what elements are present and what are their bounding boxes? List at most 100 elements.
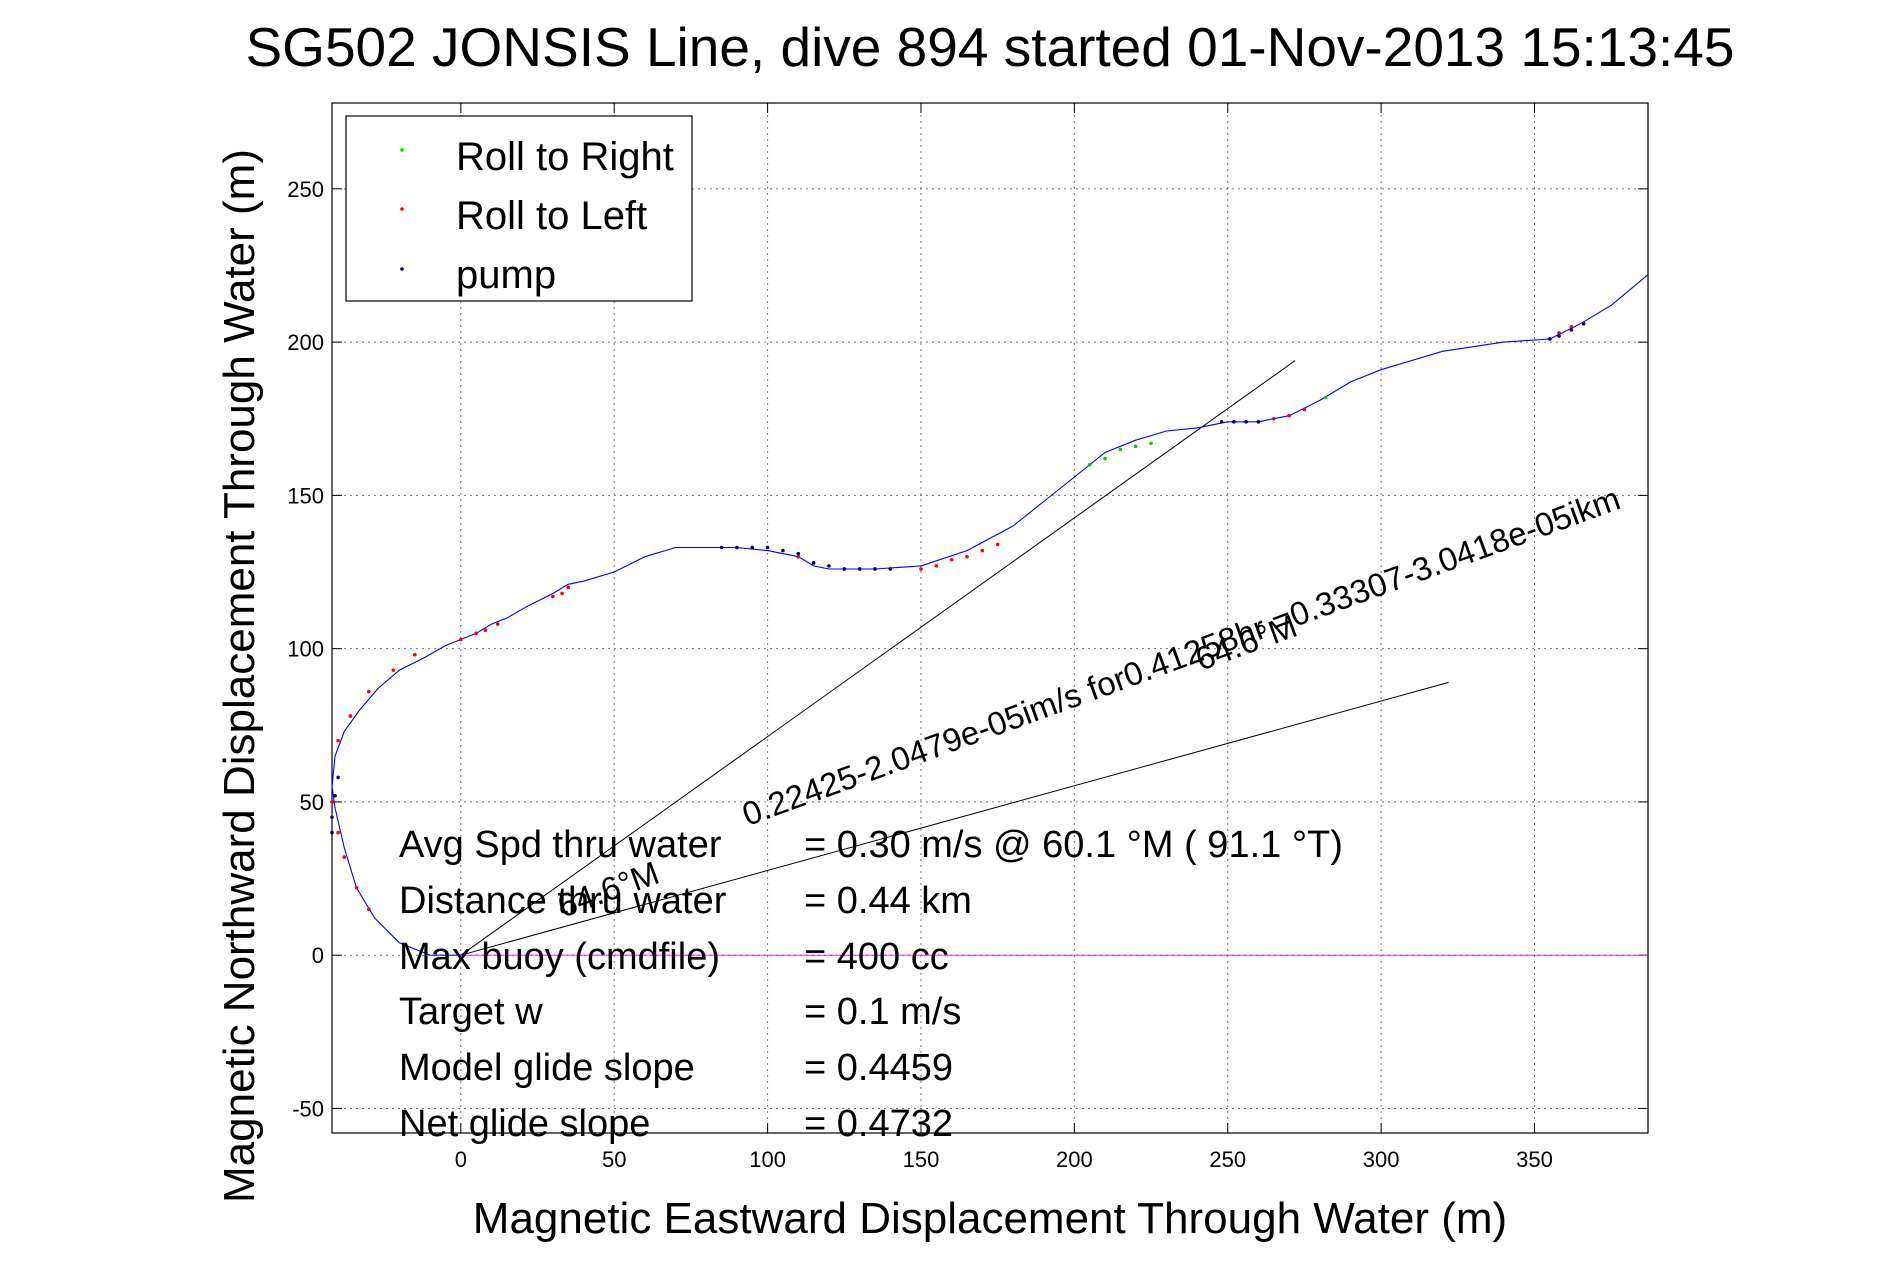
- stats-block: Avg Spd thru water = 0.30 m/s @ 60.1 °M …: [399, 824, 1343, 1145]
- legend-box: [345, 115, 693, 302]
- roll-left-marker: [1557, 331, 1561, 335]
- y-tick-label: 0: [312, 943, 324, 968]
- roll-left-marker: [495, 622, 500, 626]
- roll-left-marker: [483, 628, 488, 633]
- roll-right-marker: [1118, 447, 1123, 452]
- pump-marker: [796, 551, 801, 556]
- legend-marker-roll-left: [400, 207, 404, 211]
- legend-label-pump: pump: [456, 253, 556, 297]
- reference-lines: [460, 360, 1648, 956]
- stat-value-target-w: = 0.1 m/s: [804, 991, 961, 1033]
- pump-marker: [336, 775, 340, 780]
- stat-value-distance: = 0.44 km: [804, 880, 972, 922]
- pump-marker: [1548, 337, 1552, 341]
- pump-marker: [781, 548, 785, 553]
- legend-marker-roll-right: [400, 148, 404, 152]
- x-tick-label: 100: [749, 1147, 786, 1172]
- roll-left-marker: [459, 637, 463, 642]
- stat-label-model-glide-slope: Model glide slope: [399, 1047, 695, 1089]
- x-tick-label: 350: [1516, 1147, 1553, 1172]
- roll-left-marker: [796, 554, 801, 559]
- roll-right-marker: [1324, 395, 1328, 400]
- pump-marker: [811, 561, 816, 565]
- roll-left-marker: [413, 652, 417, 657]
- roll-left-marker: [551, 594, 555, 599]
- chart-title: SG502 JONSIS Line, dive 894 started 01-N…: [246, 16, 1735, 78]
- pump-marker: [1256, 420, 1261, 424]
- roll-right-marker: [1133, 444, 1138, 449]
- reference-line: [460, 681, 1449, 956]
- y-tick-label: -50: [292, 1096, 324, 1121]
- roll-left-marker: [566, 585, 571, 590]
- pump-marker: [750, 545, 755, 550]
- pump-marker: [333, 793, 337, 798]
- roll-left-marker: [560, 591, 564, 596]
- stat-label-net-glide-slope: Net glide slope: [399, 1103, 650, 1145]
- roll-left-marker: [1302, 407, 1307, 412]
- roll-left-marker: [1287, 413, 1291, 418]
- x-tick-label: 200: [1056, 1147, 1093, 1172]
- roll-right-marker: [1149, 441, 1153, 446]
- grid: [332, 103, 1648, 1133]
- stat-value-avg-speed: = 0.30 m/s @ 60.1 °M ( 91.1 °T): [804, 824, 1343, 866]
- stat-label-avg-speed: Avg Spd thru water: [399, 824, 722, 866]
- roll-left-marker: [949, 557, 954, 562]
- roll-left-marker: [391, 668, 396, 672]
- pump-marker: [330, 830, 334, 835]
- roll-left-marker: [336, 830, 340, 835]
- stat-label-target-w: Target w: [399, 991, 543, 1033]
- roll-right-marker: [1103, 456, 1107, 461]
- y-axis-label: Magnetic Northward Displacement Through …: [215, 149, 264, 1203]
- pump-marker: [719, 545, 724, 550]
- roll-left-marker: [336, 738, 340, 743]
- pump-marker: [888, 567, 893, 571]
- roll-left-marker: [995, 542, 1000, 547]
- pump-marker: [1219, 420, 1224, 424]
- roll-right-marker: [1087, 462, 1092, 467]
- roll-left-marker: [980, 548, 985, 553]
- legend-marker-pump: [400, 267, 404, 271]
- pump-marker: [857, 567, 862, 571]
- legend-label-roll-left: Roll to Left: [456, 194, 647, 238]
- legend: Roll to Right Roll to Left pump: [345, 115, 693, 302]
- reference-line: [460, 360, 1296, 956]
- pump-marker: [1244, 420, 1248, 424]
- y-tick-label: 100: [287, 637, 324, 662]
- x-axis-label: Magnetic Eastward Displacement Through W…: [473, 1194, 1507, 1243]
- roll-left-marker: [348, 714, 353, 718]
- y-tick-label: 200: [287, 330, 324, 355]
- pump-marker: [1581, 321, 1586, 326]
- roll-left-marker: [1569, 324, 1574, 329]
- dive-markers: [330, 321, 1586, 912]
- roll-left-marker: [354, 885, 359, 890]
- x-tick-label: 0: [455, 1147, 467, 1172]
- pump-marker: [873, 567, 877, 571]
- pump-marker: [1569, 328, 1574, 332]
- roll-left-marker: [367, 907, 371, 912]
- pump-marker: [735, 545, 739, 550]
- roll-left-marker: [367, 689, 371, 694]
- stat-value-net-glide-slope: = 0.4732: [804, 1103, 953, 1145]
- roll-left-marker: [342, 855, 347, 859]
- roll-left-marker: [919, 567, 923, 571]
- pump-marker: [765, 545, 770, 550]
- pump-marker: [827, 564, 831, 568]
- legend-label-roll-right: Roll to Right: [456, 135, 674, 179]
- axis-ticks: 0 50 100 150 200 250 300 350 -50 0 50 100 150 200 250: [287, 103, 1648, 1172]
- roll-left-marker: [965, 554, 969, 559]
- pump-marker: [330, 815, 334, 820]
- roll-left-marker: [474, 631, 478, 636]
- plot-area: [331, 102, 1649, 1134]
- y-tick-label: 50: [300, 790, 324, 815]
- y-tick-label: 250: [287, 177, 324, 202]
- pump-marker: [842, 567, 847, 571]
- x-tick-label: 300: [1363, 1147, 1400, 1172]
- roll-left-marker: [934, 564, 939, 568]
- stat-value-max-buoy: = 400 cc: [804, 936, 949, 978]
- stat-label-max-buoy: Max buoy (cmdfile): [399, 936, 720, 978]
- stat-label-distance: Distance thru water: [399, 880, 727, 922]
- roll-left-marker: [1271, 416, 1276, 421]
- roll-left-marker: [330, 800, 334, 804]
- x-tick-label: 250: [1209, 1147, 1246, 1172]
